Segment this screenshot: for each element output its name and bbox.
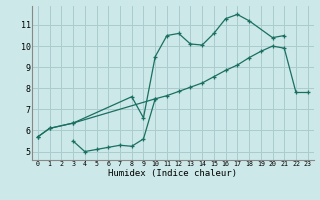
- X-axis label: Humidex (Indice chaleur): Humidex (Indice chaleur): [108, 169, 237, 178]
